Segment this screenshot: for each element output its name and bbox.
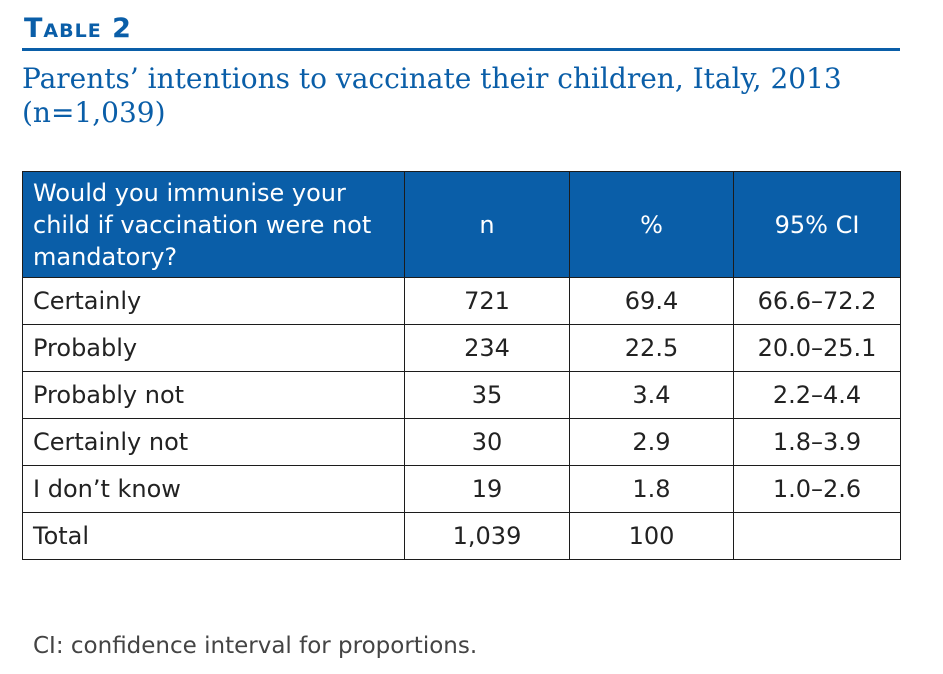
- table-caption: Parents’ intentions to vaccinate their c…: [22, 62, 842, 129]
- cell-n: 35: [404, 371, 570, 419]
- row-label: Probably: [22, 324, 405, 372]
- table-row: Certainly not 30 2.9 1.8–3.9: [22, 418, 901, 466]
- table-row: Probably 234 22.5 20.0–25.1: [22, 324, 901, 372]
- cell-percent: 3.4: [569, 371, 734, 419]
- cell-ci: 66.6–72.2: [733, 277, 901, 325]
- table-row: Probably not 35 3.4 2.2–4.4: [22, 371, 901, 419]
- cell-ci: 20.0–25.1: [733, 324, 901, 372]
- cell-percent: 2.9: [569, 418, 734, 466]
- header-row: Would you immunise your child if vaccina…: [22, 171, 901, 278]
- table-row: I don’t know 19 1.8 1.0–2.6: [22, 465, 901, 513]
- cell-ci: 1.0–2.6: [733, 465, 901, 513]
- header-question: Would you immunise your child if vaccina…: [22, 171, 405, 278]
- header-ci: 95% CI: [733, 171, 901, 278]
- cell-n: 721: [404, 277, 570, 325]
- cell-n: 30: [404, 418, 570, 466]
- row-label: Total: [22, 512, 405, 560]
- title-divider: [22, 48, 900, 51]
- cell-ci: [733, 512, 901, 560]
- cell-n: 1,039: [404, 512, 570, 560]
- row-label: I don’t know: [22, 465, 405, 513]
- row-label: Certainly not: [22, 418, 405, 466]
- header-n: n: [404, 171, 570, 278]
- cell-ci: 2.2–4.4: [733, 371, 901, 419]
- table-label: Table 2: [24, 13, 132, 44]
- cell-n: 19: [404, 465, 570, 513]
- cell-percent: 1.8: [569, 465, 734, 513]
- table-row-total: Total 1,039 100: [22, 512, 901, 560]
- cell-ci: 1.8–3.9: [733, 418, 901, 466]
- table-footnote: CI: confidence interval for proportions.: [33, 633, 478, 659]
- header-percent: %: [569, 171, 734, 278]
- row-label: Certainly: [22, 277, 405, 325]
- data-table: Would you immunise your child if vaccina…: [22, 171, 901, 560]
- table-row: Certainly 721 69.4 66.6–72.2: [22, 277, 901, 325]
- row-label: Probably not: [22, 371, 405, 419]
- cell-n: 234: [404, 324, 570, 372]
- cell-percent: 22.5: [569, 324, 734, 372]
- cell-percent: 100: [569, 512, 734, 560]
- cell-percent: 69.4: [569, 277, 734, 325]
